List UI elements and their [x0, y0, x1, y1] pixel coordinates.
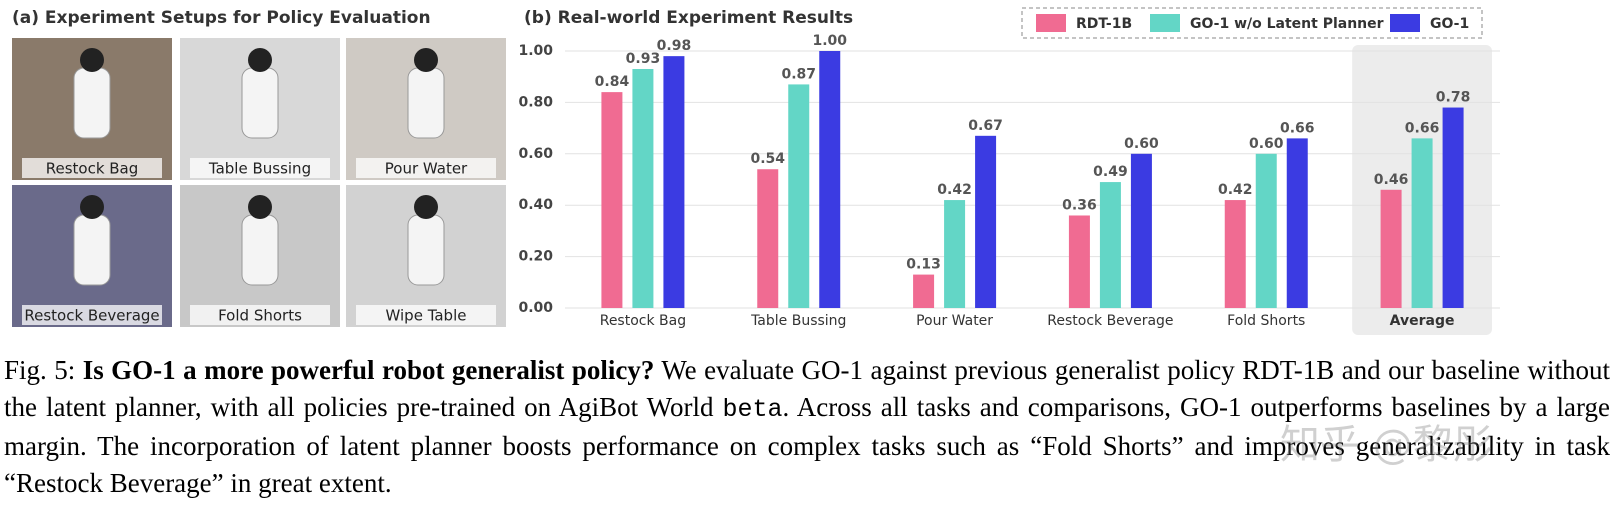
bar	[1224, 200, 1246, 308]
bar	[1068, 215, 1090, 308]
x-tick-label: Restock Bag	[600, 313, 686, 329]
legend-label: RDT-1B	[1076, 16, 1132, 32]
robot-head	[80, 195, 104, 219]
x-tick-label: Restock Beverage	[1047, 313, 1173, 329]
photo-label-bg	[22, 305, 162, 325]
y-tick-label: 0.40	[518, 197, 553, 213]
legend-swatch	[1390, 14, 1420, 32]
bar	[819, 51, 841, 308]
y-tick-label: 0.20	[518, 249, 553, 265]
value-label: 0.42	[937, 182, 972, 198]
y-tick-label: 0.80	[518, 94, 553, 110]
photo-label-bg	[22, 158, 162, 178]
bar	[913, 274, 935, 308]
bar	[975, 135, 997, 308]
value-label: 0.42	[1218, 182, 1253, 198]
photo-label-bg	[190, 305, 330, 325]
y-tick-label: 0.00	[518, 300, 553, 316]
x-tick-label: Table Bussing	[750, 313, 846, 329]
robot-head	[80, 48, 104, 72]
photo-grid: Restock Bag Table Bussing Pour Water Restoc…	[12, 38, 506, 327]
robot-head	[414, 195, 438, 219]
value-label: 0.60	[1249, 136, 1284, 152]
x-tick-label: Average	[1390, 313, 1455, 329]
caption-bold: Is GO-1 a more powerful robot generalist…	[82, 355, 655, 385]
robot-body	[241, 67, 279, 139]
value-label: 0.67	[968, 118, 1003, 134]
bar	[1130, 153, 1152, 308]
robot-body	[407, 67, 445, 139]
bar	[663, 56, 685, 308]
robot-body	[241, 214, 279, 286]
legend-swatch	[1036, 14, 1066, 32]
bar	[1411, 138, 1433, 308]
chart-title: (b) Real-world Experiment Results	[524, 8, 853, 28]
y-tick-label: 0.60	[518, 146, 553, 162]
photo-label: Pour Water	[385, 160, 468, 178]
bar	[1255, 153, 1277, 308]
photo-label-bg	[356, 305, 496, 325]
value-label: 0.54	[750, 151, 785, 167]
robot-body	[73, 67, 111, 139]
value-label: 0.78	[1436, 90, 1471, 106]
bar	[632, 68, 654, 309]
bar	[601, 92, 623, 309]
x-tick-label: Fold Shorts	[1227, 313, 1305, 329]
value-label: 0.87	[781, 66, 816, 82]
caption: Fig. 5: Is GO-1 a more powerful robot ge…	[4, 352, 1610, 502]
value-label: 0.93	[626, 51, 661, 67]
value-label: 0.36	[1062, 197, 1097, 213]
robot-head	[248, 48, 272, 72]
watermark: 知乎 @黎彤	[1280, 422, 1493, 468]
value-label: 0.98	[657, 38, 692, 54]
value-label: 0.84	[595, 74, 630, 90]
robot-body	[407, 214, 445, 286]
bar	[944, 200, 966, 308]
value-label: 0.66	[1280, 120, 1315, 136]
bar	[1286, 138, 1308, 308]
photo-label: Wipe Table	[386, 307, 467, 325]
caption-text: We evaluate GO-1 against previous genera…	[4, 355, 1611, 422]
photo-label: Fold Shorts	[218, 307, 302, 325]
bar	[1442, 107, 1464, 308]
robot-head	[248, 195, 272, 219]
robot-head	[414, 48, 438, 72]
bar	[1099, 182, 1121, 308]
legend-label: GO-1	[1430, 16, 1469, 32]
photo-label: Table Bussing	[208, 160, 311, 178]
value-label: 0.66	[1405, 120, 1440, 136]
bar	[788, 84, 810, 308]
value-label: 0.13	[906, 257, 941, 273]
photo-label: Restock Beverage	[24, 307, 159, 325]
photo-label: Restock Bag	[46, 160, 139, 178]
photo-label-bg	[190, 158, 330, 178]
robot-body	[73, 214, 111, 286]
caption-text: . Across all tasks and comparisons, GO-1…	[4, 392, 1610, 498]
y-tick-label: 1.00	[518, 43, 553, 59]
panel-a-title: (a) Experiment Setups for Policy Evaluat…	[12, 8, 431, 28]
bar	[757, 169, 779, 308]
caption-label: Fig. 5:	[4, 355, 76, 385]
legend-swatch	[1150, 14, 1180, 32]
bar	[1380, 189, 1402, 308]
legend-label: GO-1 w/o Latent Planner	[1190, 16, 1384, 32]
caption-mono: beta	[722, 395, 783, 424]
value-label: 0.49	[1093, 164, 1128, 180]
value-label: 1.00	[812, 33, 847, 49]
figure: (a) Experiment Setups for Policy Evaluat…	[12, 7, 1500, 335]
value-label: 0.46	[1374, 172, 1409, 188]
value-label: 0.60	[1124, 136, 1159, 152]
photo-label-bg	[356, 158, 496, 178]
x-tick-label: Pour Water	[916, 313, 993, 329]
